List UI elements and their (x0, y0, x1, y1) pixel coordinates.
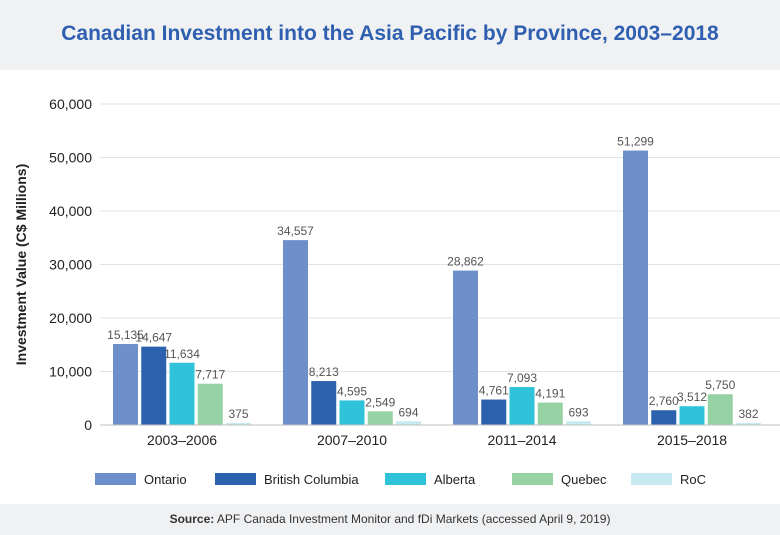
bar (169, 362, 195, 425)
chart-title: Canadian Investment into the Asia Pacifi… (61, 22, 719, 45)
legend-swatch (385, 473, 426, 485)
legend-label: Ontario (144, 472, 187, 487)
bar-value-label: 28,862 (447, 255, 484, 269)
bar (226, 422, 251, 425)
bar (509, 387, 535, 425)
bar (453, 270, 478, 425)
legend-label: British Columbia (264, 472, 359, 487)
x-tick-label: 2015–2018 (657, 432, 727, 448)
y-tick-label: 0 (84, 417, 92, 433)
bar (651, 410, 677, 425)
bar (113, 344, 138, 425)
y-tick-label: 40,000 (49, 203, 92, 219)
x-tick-label: 2011–2014 (487, 432, 556, 448)
legend-label: RoC (680, 472, 706, 487)
bar (707, 394, 733, 425)
bar-value-label: 4,761 (479, 384, 509, 398)
bar (566, 421, 591, 425)
legend-label: Alberta (434, 472, 476, 487)
y-axis-title: Investment Value (C$ Millions) (13, 164, 29, 366)
bar-value-label: 15,135 (107, 328, 144, 342)
bar (311, 381, 337, 425)
bar-value-label: 2,549 (365, 395, 395, 409)
bar (481, 399, 507, 425)
y-tick-label: 60,000 (49, 96, 92, 112)
legend-swatch (215, 473, 256, 485)
bar-value-label: 7,093 (507, 371, 537, 385)
header-band: Canadian Investment into the Asia Pacifi… (0, 0, 780, 70)
bar-value-label: 7,717 (195, 368, 225, 382)
bar (367, 411, 393, 425)
bar-value-label: 2,760 (649, 394, 679, 408)
bar-value-label: 5,750 (705, 378, 735, 392)
bar-value-label: 34,557 (277, 224, 314, 238)
y-tick-label: 20,000 (49, 310, 92, 326)
bar (197, 383, 223, 425)
source-label: Source: (169, 512, 215, 526)
bar (537, 402, 563, 425)
legend-swatch (95, 473, 136, 485)
bar-value-label: 4,595 (337, 384, 367, 398)
bar-chart: 0 10,000 20,000 30,000 40,000 50,000 60,000 Inv… (13, 96, 780, 487)
bar-value-label: 382 (738, 407, 758, 421)
y-tick-label: 30,000 (49, 257, 92, 273)
bar (339, 400, 365, 425)
bar (141, 346, 167, 425)
x-tick-label: 2003–2006 (147, 432, 217, 448)
bar-value-label: 8,213 (309, 365, 339, 379)
bar-value-label: 694 (398, 405, 418, 419)
bar-value-label: 375 (228, 407, 248, 421)
legend-label: Quebec (561, 472, 607, 487)
bar (623, 150, 648, 425)
bar (736, 422, 761, 425)
source-footer: Source: APF Canada Investment Monitor an… (0, 504, 780, 535)
bar-value-label: 693 (568, 405, 588, 419)
source-text: APF Canada Investment Monitor and fDi Ma… (216, 512, 611, 526)
y-tick-label: 10,000 (49, 364, 92, 380)
bar-value-label: 4,191 (535, 387, 565, 401)
bar-value-label: 11,634 (164, 347, 200, 361)
legend-swatch (631, 473, 672, 485)
bar (396, 421, 421, 425)
bar-value-label: 3,512 (677, 390, 707, 404)
bar (283, 240, 308, 425)
y-tick-label: 50,000 (49, 150, 92, 166)
bar (679, 406, 705, 425)
bar-value-label: 51,299 (617, 135, 654, 149)
x-tick-label: 2007–2010 (317, 432, 387, 448)
bar-value-label: 14,647 (135, 331, 172, 345)
legend-swatch (512, 473, 553, 485)
